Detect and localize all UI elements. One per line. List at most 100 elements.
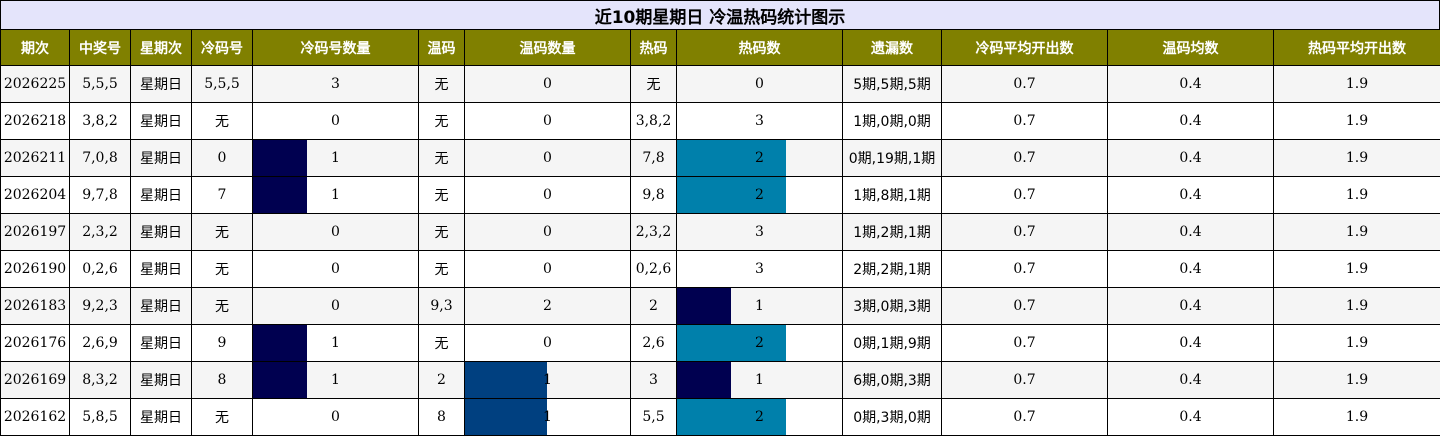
cell-warm-avg-value: 0.4	[1179, 372, 1202, 388]
cell-missing-value: 3期,0期,3期	[853, 299, 931, 315]
cell-cold-avg: 0.7	[941, 176, 1108, 214]
cell-period: 2026190	[0, 250, 70, 288]
cell-numbers: 0,2,6	[69, 250, 131, 288]
cell-hot-avg-value: 1.9	[1345, 76, 1369, 92]
cell-hot: 无	[630, 65, 677, 103]
cell-warm-avg-value: 0.4	[1179, 113, 1202, 129]
cell-warm-avg: 0.4	[1107, 361, 1274, 399]
cell-cold-count: 0	[252, 250, 419, 288]
cell-cold-count-value: 1	[331, 372, 340, 388]
header-hot: 热码	[630, 29, 677, 66]
cell-period-value: 2026225	[3, 76, 67, 92]
cell-cold-value: 无	[215, 114, 229, 130]
cell-hot: 7,8	[630, 139, 677, 177]
cell-hot-value: 9,8	[642, 187, 665, 203]
cell-numbers: 7,0,8	[69, 139, 131, 177]
cell-weekday: 星期日	[130, 213, 192, 251]
header-weekday: 星期次	[130, 29, 192, 66]
cell-hot-count-value: 0	[755, 76, 764, 92]
cell-missing-value: 1期,8期,1期	[853, 188, 931, 204]
cell-hot: 3	[630, 361, 677, 399]
cell-warm-value: 无	[434, 225, 449, 241]
cell-missing-value: 1期,2期,1期	[853, 225, 931, 241]
cell-warm: 9,3	[418, 287, 465, 325]
cell-hot: 0,2,6	[630, 250, 677, 288]
cell-missing: 3期,0期,3期	[842, 287, 942, 325]
cell-cold-avg: 0.7	[941, 324, 1108, 362]
cell-hot-avg-value: 1.9	[1345, 298, 1369, 314]
cell-warm-avg-value: 0.4	[1179, 76, 1202, 92]
cell-numbers: 2,6,9	[69, 324, 131, 362]
cell-warm-avg: 0.4	[1107, 287, 1274, 325]
cell-hot-count: 0	[676, 65, 843, 103]
count-bar	[677, 399, 786, 435]
cell-hot-count-value: 2	[755, 150, 764, 166]
cell-cold-avg-value: 0.7	[1013, 150, 1036, 166]
cell-cold-count: 3	[252, 65, 419, 103]
header-period: 期次	[0, 29, 70, 66]
cell-cold: 5,5,5	[191, 65, 253, 103]
cell-hot-avg-value: 1.9	[1345, 150, 1369, 166]
cell-numbers: 3,8,2	[69, 102, 131, 140]
cell-hot-avg: 1.9	[1273, 176, 1440, 214]
cell-warm-avg: 0.4	[1107, 398, 1274, 436]
cell-period: 2026162	[0, 398, 70, 436]
cell-weekday-value: 星期日	[140, 114, 182, 130]
page-title: 近10期星期日 冷温热码统计图示	[0, 0, 1440, 30]
table-row: 2026162 5,8,5 星期日 无 0 8 1 5,5 2 0期,3期,0期 0.7 0.4 1.9	[0, 398, 1440, 436]
cell-weekday-value: 星期日	[140, 336, 182, 352]
cell-cold-count: 1	[252, 176, 419, 214]
cell-cold-count: 0	[252, 398, 419, 436]
cell-warm-avg: 0.4	[1107, 250, 1274, 288]
cell-warm-count-value: 0	[543, 335, 552, 351]
table-row: 2026169 8,3,2 星期日 8 1 2 1 3 1 6期,0期,3期 0.7 0.4 1.9	[0, 361, 1440, 399]
cell-hot-count-value: 3	[755, 224, 764, 240]
cell-hot-value: 7,8	[642, 150, 665, 166]
cell-numbers: 5,8,5	[69, 398, 131, 436]
cell-hot-count: 1	[676, 287, 843, 325]
cell-cold: 无	[191, 398, 253, 436]
cell-weekday-value: 星期日	[140, 410, 182, 426]
cell-warm-avg-value: 0.4	[1179, 298, 1202, 314]
header-hot-count: 热码数	[676, 29, 843, 66]
cell-weekday: 星期日	[130, 287, 192, 325]
table-row: 2026211 7,0,8 星期日 0 1 无 0 7,8 2 0期,19期,1期 0.7 0.4 1.…	[0, 139, 1440, 177]
cell-hot: 9,8	[630, 176, 677, 214]
cell-numbers: 8,3,2	[69, 361, 131, 399]
cell-warm-value: 无	[434, 336, 449, 352]
cell-cold-avg-value: 0.7	[1013, 409, 1036, 425]
cell-cold-count-value: 1	[331, 187, 340, 203]
cell-weekday: 星期日	[130, 102, 192, 140]
cell-warm-value: 9,3	[430, 298, 453, 314]
cell-hot-count-value: 2	[755, 409, 764, 425]
cell-cold-avg: 0.7	[941, 250, 1108, 288]
cell-hot-avg: 1.9	[1273, 139, 1440, 177]
cell-missing: 2期,2期,1期	[842, 250, 942, 288]
cell-warm-count-value: 0	[543, 150, 552, 166]
count-bar	[465, 362, 547, 398]
cell-hot-avg-value: 1.9	[1345, 372, 1369, 388]
cell-warm-count-value: 0	[543, 76, 552, 92]
cell-warm-avg: 0.4	[1107, 324, 1274, 362]
cell-period-value: 2026211	[3, 150, 67, 166]
cell-cold-count: 1	[252, 324, 419, 362]
cell-warm-count: 0	[464, 139, 631, 177]
cell-weekday-value: 星期日	[140, 151, 182, 167]
cell-missing-value: 0期,19期,1期	[848, 151, 936, 167]
cell-hot-avg-value: 1.9	[1345, 187, 1369, 203]
cell-cold-value: 8	[217, 372, 227, 388]
cell-hot-value: 2,6	[642, 335, 665, 351]
cell-cold-count-value: 0	[331, 409, 340, 425]
cell-numbers-value: 5,8,5	[82, 409, 118, 425]
cell-cold-count-value: 0	[331, 298, 340, 314]
cell-weekday: 星期日	[130, 398, 192, 436]
count-bar	[677, 177, 786, 213]
cell-warm-count: 0	[464, 65, 631, 103]
cell-hot: 2,6	[630, 324, 677, 362]
count-bar	[677, 140, 786, 176]
cell-missing: 0期,19期,1期	[842, 139, 942, 177]
cell-numbers: 9,7,8	[69, 176, 131, 214]
cell-missing-value: 6期,0期,3期	[853, 373, 931, 389]
cell-warm: 无	[418, 213, 465, 251]
cell-cold-count: 1	[252, 361, 419, 399]
